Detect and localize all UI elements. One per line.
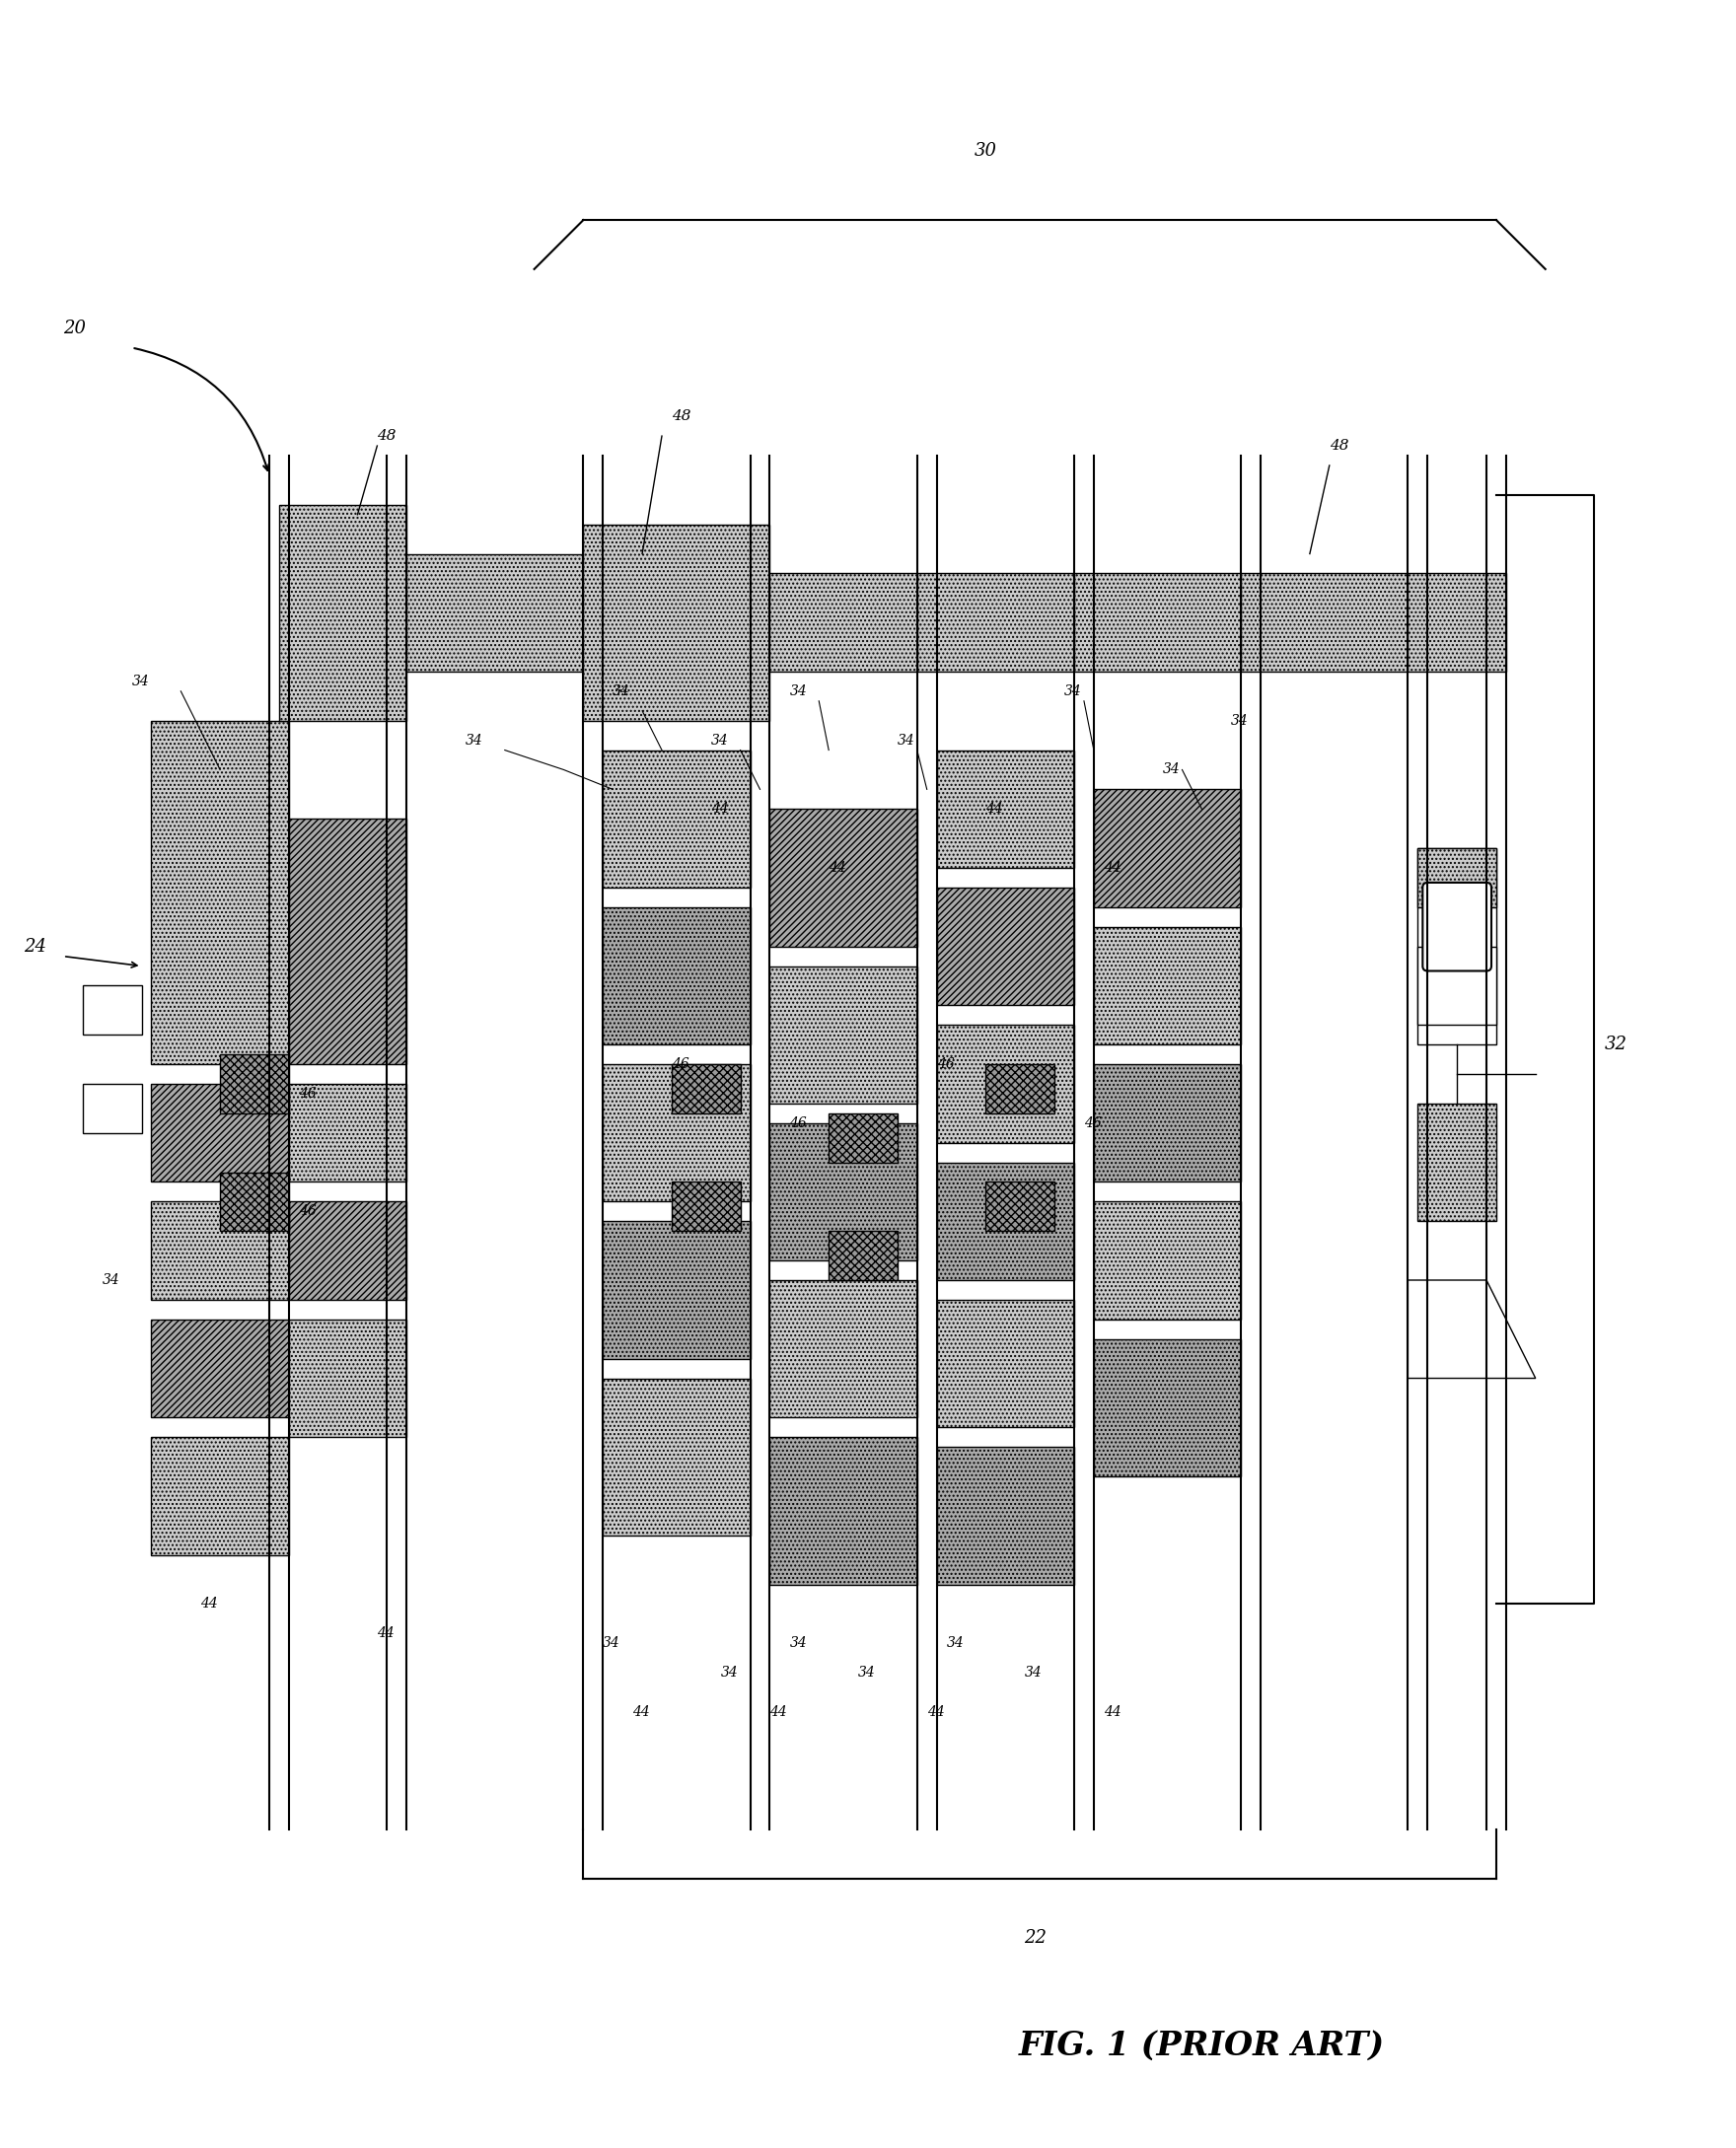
Bar <box>288 818 406 1063</box>
Text: 34: 34 <box>858 1667 875 1680</box>
Text: 44: 44 <box>712 801 729 816</box>
Bar <box>672 1063 740 1113</box>
Bar <box>583 524 769 720</box>
Text: 34: 34 <box>465 732 483 748</box>
Text: 34: 34 <box>720 1667 738 1680</box>
Text: 24: 24 <box>24 937 47 956</box>
Bar <box>672 1181 740 1231</box>
Bar <box>151 1319 288 1418</box>
Text: 34: 34 <box>712 732 729 748</box>
Text: 48: 48 <box>672 410 691 423</box>
Bar <box>937 1300 1075 1428</box>
Text: 34: 34 <box>1024 1667 1043 1680</box>
Polygon shape <box>1408 1280 1536 1379</box>
Bar <box>1418 1104 1496 1222</box>
Bar <box>151 1437 288 1555</box>
Text: 44: 44 <box>927 1706 944 1718</box>
Bar <box>220 1173 288 1231</box>
Text: 34: 34 <box>790 685 807 698</box>
Bar <box>1418 848 1496 906</box>
Bar <box>151 1085 288 1181</box>
Bar <box>1094 1063 1241 1181</box>
Bar <box>602 750 750 887</box>
Bar <box>279 505 406 720</box>
Bar <box>769 1437 917 1585</box>
Text: 44: 44 <box>377 1626 394 1641</box>
Text: 20: 20 <box>62 320 85 337</box>
Bar <box>1094 788 1241 906</box>
Text: 44: 44 <box>828 861 845 874</box>
Text: 34: 34 <box>1064 685 1082 698</box>
Text: 34: 34 <box>946 1637 963 1650</box>
Bar <box>406 554 583 672</box>
Text: 34: 34 <box>1231 713 1248 728</box>
Bar <box>1094 1338 1241 1476</box>
Text: 46: 46 <box>937 1057 955 1072</box>
Text: 44: 44 <box>769 1706 788 1718</box>
Bar <box>937 887 1075 1005</box>
Text: 46: 46 <box>790 1117 807 1130</box>
Text: 34: 34 <box>898 732 915 748</box>
Bar <box>83 1085 142 1132</box>
Text: 30: 30 <box>974 142 996 161</box>
Bar <box>1418 947 1496 1025</box>
Bar <box>828 1113 898 1162</box>
Bar <box>220 1055 288 1113</box>
Text: 34: 34 <box>790 1637 807 1650</box>
Bar <box>1408 574 1507 672</box>
Bar <box>769 810 917 947</box>
Text: 48: 48 <box>377 430 396 442</box>
Bar <box>151 1201 288 1300</box>
Text: 34: 34 <box>102 1274 120 1287</box>
Text: 34: 34 <box>1163 763 1180 778</box>
Bar <box>986 1063 1054 1113</box>
Bar <box>288 1201 406 1300</box>
Bar <box>602 1379 750 1536</box>
Text: 46: 46 <box>299 1087 316 1100</box>
Bar <box>1094 926 1241 1044</box>
Text: 44: 44 <box>986 801 1003 816</box>
Bar <box>288 1085 406 1181</box>
Bar <box>937 750 1075 868</box>
Text: 34: 34 <box>602 1637 620 1650</box>
Text: 46: 46 <box>672 1057 689 1072</box>
Bar <box>1094 1201 1241 1319</box>
Bar <box>769 574 917 672</box>
Bar <box>937 1025 1075 1143</box>
Text: 44: 44 <box>1104 861 1121 874</box>
Bar <box>769 1280 917 1418</box>
Text: 44: 44 <box>200 1598 219 1611</box>
Text: 44: 44 <box>1104 1706 1121 1718</box>
Bar <box>602 1222 750 1360</box>
Text: 34: 34 <box>132 674 149 687</box>
Bar <box>769 967 917 1104</box>
Bar <box>917 574 1075 672</box>
Bar <box>769 1123 917 1261</box>
Text: 22: 22 <box>1024 1929 1047 1946</box>
Bar <box>602 1063 750 1201</box>
Bar <box>986 1181 1054 1231</box>
Bar <box>1418 848 1496 1044</box>
Text: 44: 44 <box>632 1706 649 1718</box>
Text: 46: 46 <box>1083 1117 1101 1130</box>
Text: 34: 34 <box>613 685 630 698</box>
Bar <box>828 1231 898 1280</box>
Bar <box>83 986 142 1035</box>
Text: FIG. 1 (PRIOR ART): FIG. 1 (PRIOR ART) <box>1019 2030 1385 2062</box>
FancyBboxPatch shape <box>1424 883 1491 971</box>
Text: 32: 32 <box>1604 1035 1627 1053</box>
Bar <box>937 1162 1075 1280</box>
Text: 48: 48 <box>1330 438 1349 453</box>
Bar <box>1075 574 1241 672</box>
Bar <box>602 906 750 1044</box>
Bar <box>937 1448 1075 1585</box>
Bar <box>151 720 288 1063</box>
Bar <box>288 1319 406 1437</box>
Bar <box>1241 574 1408 672</box>
Text: 46: 46 <box>299 1205 316 1218</box>
